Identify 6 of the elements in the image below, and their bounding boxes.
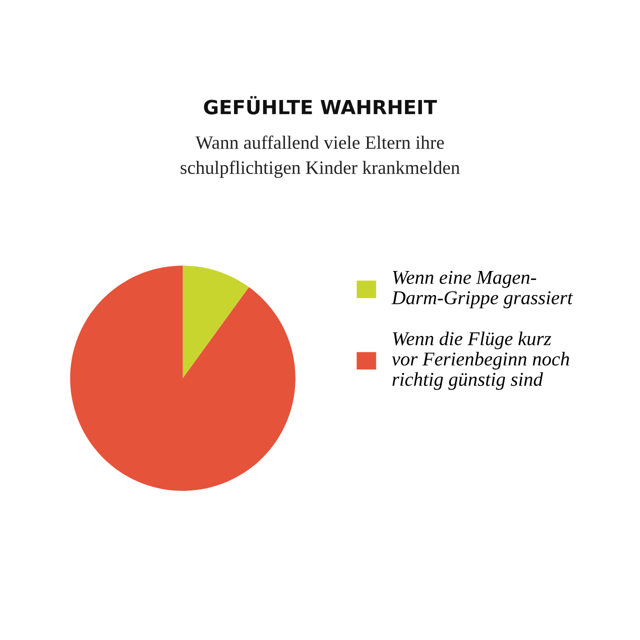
legend-label: Wenn eine Magen- Darm-Grippe grassiert — [391, 270, 574, 308]
legend-label: Wenn die Flüge kurz vor Ferienbeginn noch richtig günstig sind — [392, 332, 570, 390]
chart-subtitle: Wann auffallend viele Eltern ihre schulpflichtigen Kinder krankmelden — [180, 136, 460, 178]
pie-slice — [182, 266, 249, 378]
pie-slice — [70, 266, 296, 491]
chart-title: GEFÜHLTE WAHRHEIT — [204, 96, 437, 114]
